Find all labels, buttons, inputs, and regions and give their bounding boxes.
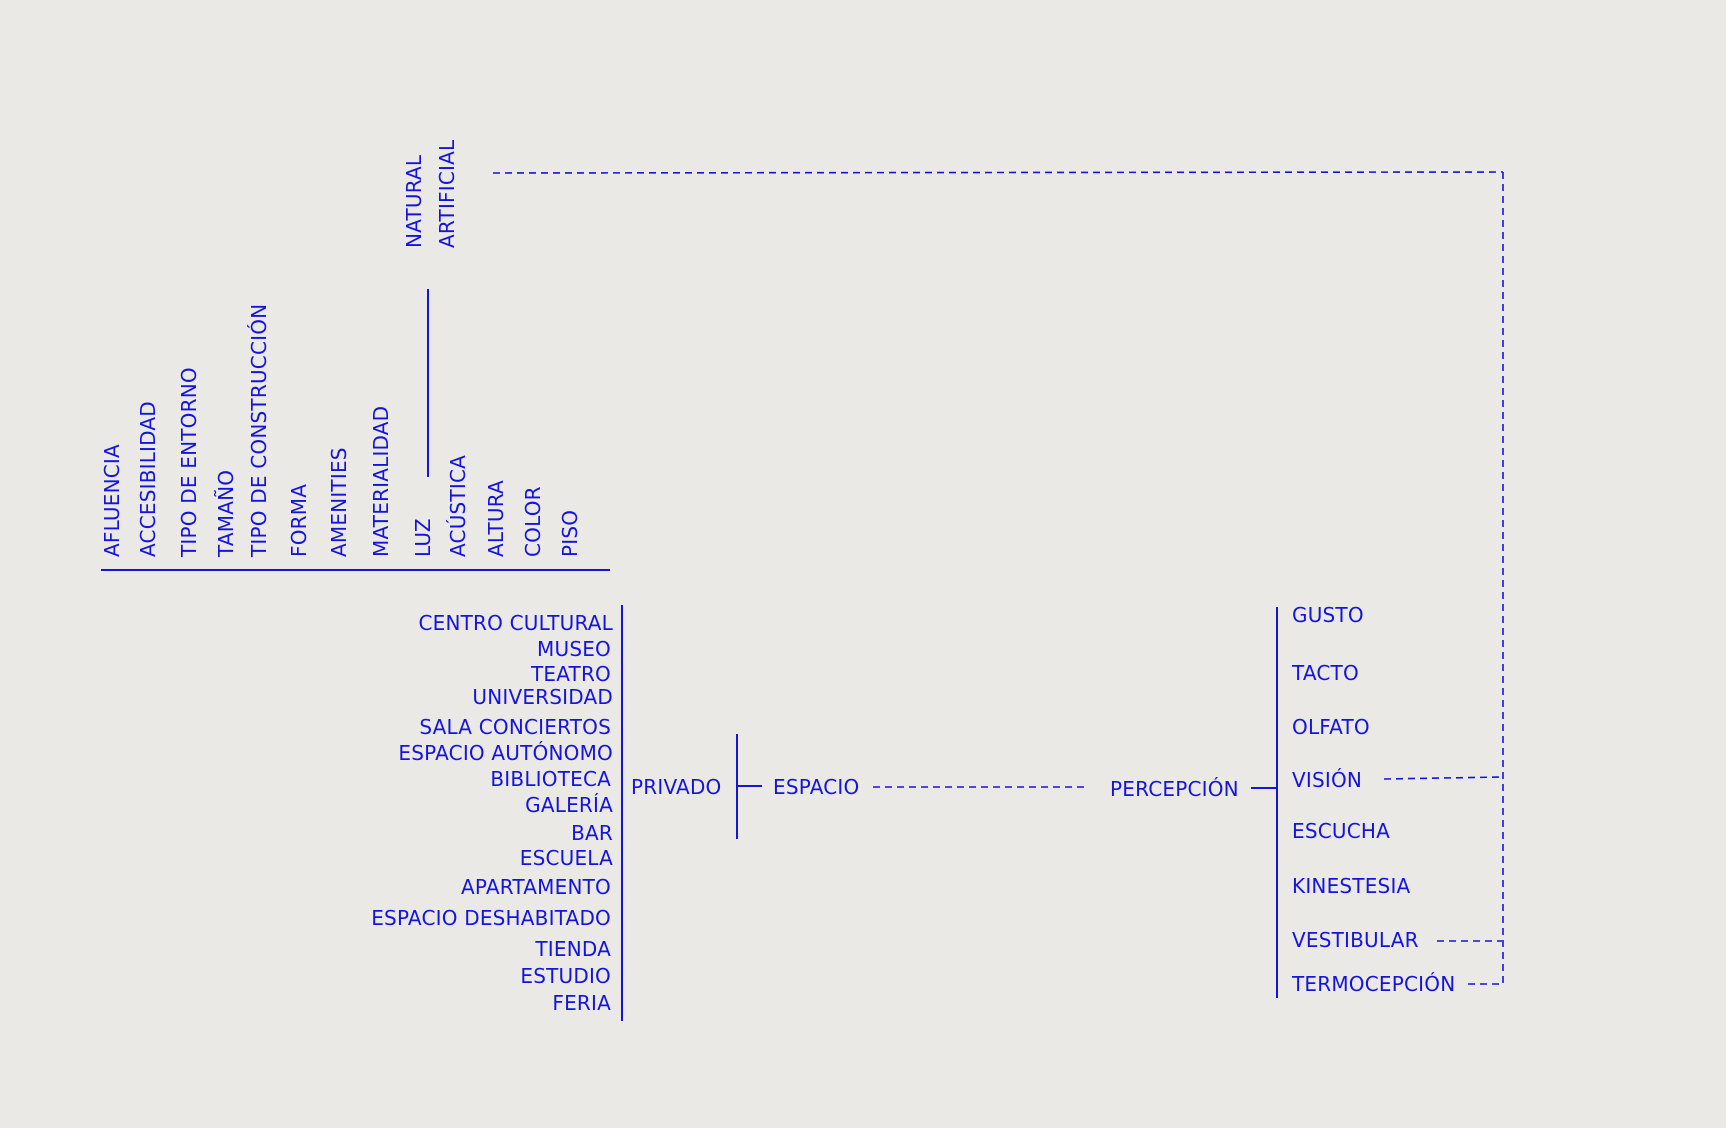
attribute-label: TAMAÑO	[214, 470, 238, 558]
space-type-label: APARTAMENTO	[461, 875, 611, 899]
space-type-label: TIENDA	[534, 937, 611, 961]
light-feedback-dashed-line	[492, 171, 1504, 174]
space-type-label: ESCUELA	[520, 846, 613, 870]
attribute-label: PISO	[558, 510, 582, 557]
light-type-label: NATURAL	[402, 154, 426, 248]
attribute-label: ACCESIBILIDAD	[136, 401, 160, 557]
attribute-label: FORMA	[287, 484, 311, 557]
sense-label: VESTIBULAR	[1292, 928, 1419, 952]
sense-labels: GUSTO TACTO OLFATO VISIÓN ESCUCHA KINEST…	[1291, 603, 1455, 996]
space-type-label: GALERÍA	[525, 793, 613, 817]
space-type-label: TEATRO	[530, 662, 611, 686]
attribute-label: TIPO DE CONSTRUCCIÓN	[247, 304, 271, 558]
space-type-label: UNIVERSIDAD	[472, 685, 613, 709]
sense-label: OLFATO	[1292, 715, 1370, 739]
sense-label: TACTO	[1291, 661, 1359, 685]
space-type-label: MUSEO	[537, 637, 611, 661]
attribute-label: ACÚSTICA	[446, 455, 470, 557]
space-type-label: FERIA	[552, 991, 611, 1015]
space-type-label: BAR	[571, 821, 613, 845]
percepcion-label: PERCEPCIÓN	[1110, 777, 1239, 801]
attribute-label: COLOR	[521, 486, 545, 557]
privado-label: PRIVADO	[631, 775, 721, 799]
space-type-label: ESTUDIO	[520, 964, 611, 988]
attribute-label: ALTURA	[484, 480, 508, 557]
sense-label: KINESTESIA	[1292, 874, 1411, 898]
light-type-label: ARTIFICIAL	[435, 139, 459, 248]
attribute-labels: AFLUENCIA ACCESIBILIDAD TIPO DE ENTORNO …	[100, 304, 582, 558]
space-type-label: CENTRO CULTURAL	[418, 611, 613, 635]
space-type-labels: CENTRO CULTURAL MUSEO TEATRO UNIVERSIDAD…	[371, 611, 613, 1015]
attribute-label: TIPO DE ENTORNO	[177, 367, 201, 558]
space-type-label: SALA CONCIERTOS	[419, 715, 611, 739]
attribute-label: LUZ	[411, 518, 435, 557]
sense-label: ESCUCHA	[1292, 819, 1390, 843]
space-type-label: BIBLIOTECA	[490, 767, 611, 791]
space-type-label: ESPACIO AUTÓNOMO	[398, 741, 613, 765]
attribute-label: AFLUENCIA	[100, 444, 124, 557]
space-type-label: ESPACIO DESHABITADO	[371, 906, 611, 930]
vision-dashed-connector	[1383, 776, 1503, 780]
sense-label: VISIÓN	[1292, 768, 1362, 792]
sense-label: GUSTO	[1292, 603, 1364, 627]
light-type-labels: NATURAL ARTIFICIAL	[402, 139, 459, 248]
sense-label: TERMOCEPCIÓN	[1291, 972, 1455, 996]
espacio-label: ESPACIO	[773, 775, 859, 799]
attribute-label: AMENITIES	[327, 447, 351, 557]
attribute-label: MATERIALIDAD	[369, 406, 393, 557]
